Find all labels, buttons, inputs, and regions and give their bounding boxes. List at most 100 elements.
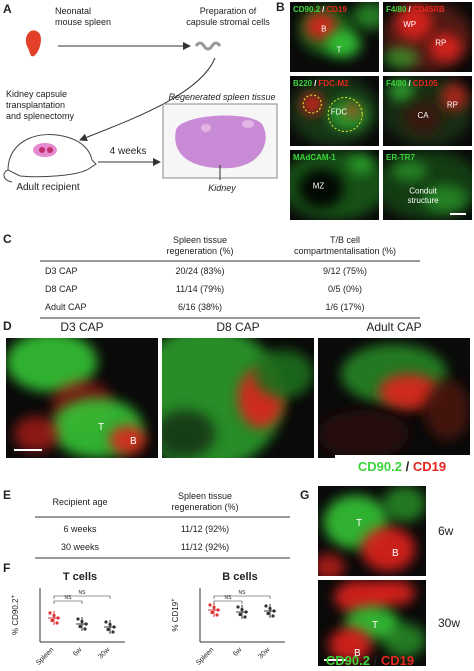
ns-label: NS	[225, 595, 233, 601]
table-cell: 1/6 (17%)	[325, 302, 364, 312]
point	[243, 615, 247, 619]
caption: Adult recipient	[16, 182, 80, 193]
stain	[325, 30, 362, 58]
point	[210, 610, 214, 615]
table-cell: 11/12 (92%)	[181, 524, 229, 534]
x-tick-label: 6w	[232, 646, 244, 658]
legend-bg	[335, 455, 470, 477]
stain	[423, 185, 468, 213]
y-axis-label: % CD19+	[171, 598, 180, 632]
region-label: T	[98, 422, 104, 433]
image-title: D8 CAP	[216, 320, 259, 334]
row-label: D3 CAP	[45, 266, 78, 276]
region-label: RP	[435, 38, 446, 47]
stain	[352, 2, 379, 30]
x-tick-label: Spleen	[35, 646, 55, 666]
micrograph-grid: CD90.2/CD19BTF4/80/CD45RBWPRPB220/FDC-M2…	[290, 2, 472, 220]
point	[56, 616, 60, 620]
stain	[347, 153, 375, 175]
micrograph: F4/80/CD45RB WP RP	[383, 2, 472, 72]
plot: B cells % CD19+ Spleen 6w 30w NS NS	[171, 571, 285, 667]
stain-label: F4/80/CD45RB	[386, 5, 445, 14]
point	[268, 606, 272, 611]
caption: Kidney	[208, 183, 236, 193]
stain-name: /	[408, 79, 411, 88]
table-header: regeneration (%)	[171, 502, 238, 512]
stain	[318, 410, 410, 458]
stain	[387, 79, 415, 101]
ns-label: NS	[79, 590, 87, 596]
region-label: structure	[407, 196, 439, 205]
panel-label: A	[3, 2, 12, 16]
stain-label: B220/FDC-M2	[293, 79, 349, 88]
table-cell: 11/14 (79%)	[176, 284, 224, 294]
table-cell: 30 weeks	[61, 542, 100, 552]
stain-name: FDC-M2	[318, 79, 349, 88]
point	[104, 620, 108, 624]
stain-name: B220	[293, 79, 313, 88]
stain	[383, 47, 419, 69]
region-label: T	[356, 518, 362, 529]
stain-name: MAdCAM-1	[293, 153, 336, 162]
micrograph: B220/FDC-M2 FDC	[290, 76, 379, 146]
table-cell: 11/12 (92%)	[181, 542, 229, 552]
point	[52, 613, 56, 618]
stain	[372, 580, 416, 606]
region-label: B	[130, 436, 137, 447]
point	[236, 605, 240, 609]
stain	[301, 93, 323, 115]
y-axis-label-sup: +	[171, 598, 177, 602]
fdc-outline	[302, 94, 322, 114]
region-label: B	[354, 648, 361, 659]
graft-icon	[39, 147, 45, 153]
stain-name: /	[322, 5, 325, 14]
stain	[6, 338, 98, 392]
caption: mouse spleen	[55, 17, 111, 27]
caption: and splenectomy	[6, 111, 75, 121]
stain-label: ER-TR7	[386, 153, 415, 162]
region-label: Conduit	[409, 186, 437, 195]
stain	[382, 623, 426, 658]
stain	[318, 553, 345, 576]
point	[55, 621, 59, 625]
region-label: FDC	[331, 108, 348, 117]
panel-label: B	[276, 0, 285, 14]
point	[266, 611, 270, 616]
stain	[109, 425, 146, 455]
stain	[253, 350, 314, 398]
x-tick-label: 30w	[97, 646, 112, 661]
point	[111, 630, 115, 634]
stain-name: /	[408, 5, 411, 14]
region-label: RP	[447, 101, 458, 110]
caption: transplantation	[6, 100, 65, 110]
table-header: T/B cell	[330, 235, 360, 245]
arrow	[79, 57, 216, 142]
stain-name: F4/80	[386, 79, 407, 88]
table: D3 CAP 20/24 (83%) 9/12 (75%) D8 CAP 11/14 (…	[45, 266, 367, 312]
point	[76, 617, 80, 621]
caption: Preparation of	[200, 6, 257, 16]
micrograph	[318, 338, 470, 458]
table-cell: 6/16 (38%)	[178, 302, 222, 312]
stain	[424, 380, 470, 440]
stain-label: CD90.2/CD19	[293, 5, 347, 14]
point	[271, 614, 275, 618]
image-title: D3 CAP	[60, 320, 103, 334]
table-cell: 20/24 (83%)	[175, 266, 224, 276]
region-label: B	[392, 548, 399, 559]
panel-label: G	[300, 488, 309, 502]
point	[216, 608, 220, 612]
stain	[305, 12, 338, 41]
ns-label: NS	[65, 595, 73, 601]
y-axis-label-main: % CD19	[171, 601, 180, 631]
row-label: 30w	[438, 616, 460, 630]
point	[212, 605, 216, 610]
stain	[396, 5, 432, 41]
row-label: Adult CAP	[45, 302, 87, 312]
ns-bracket	[53, 600, 83, 604]
micrograph: TB	[318, 486, 426, 576]
y-axis-label-sup: +	[11, 595, 17, 599]
plot-title: T cells	[63, 571, 97, 583]
legend-red: CD19	[413, 459, 446, 474]
